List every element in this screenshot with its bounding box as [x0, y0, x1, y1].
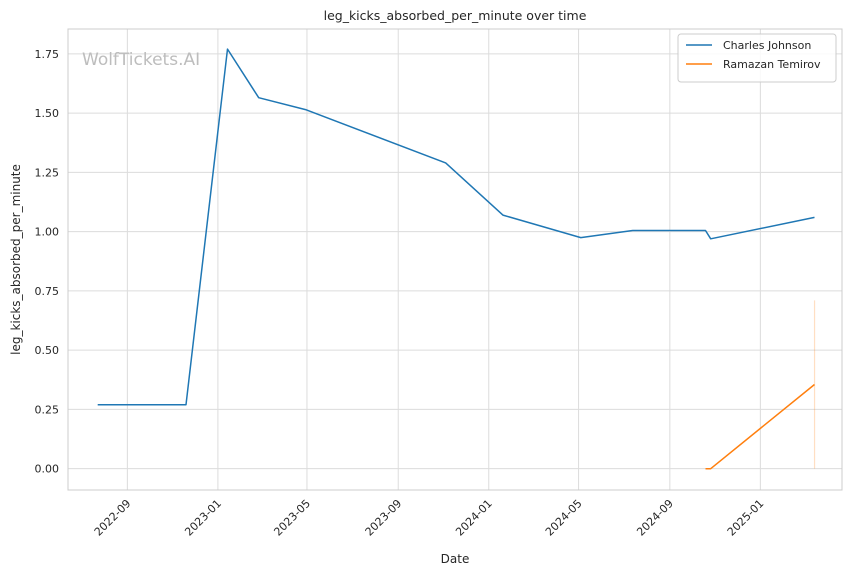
x-tick-label: 2023-05	[271, 497, 313, 539]
x-tick-label: 2023-01	[182, 497, 224, 539]
x-tick-label: 2023-09	[363, 497, 405, 539]
x-tick-label: 2024-01	[453, 497, 495, 539]
y-tick-label: 0.25	[35, 403, 60, 416]
y-tick-label: 1.75	[35, 48, 60, 61]
plot-frame	[67, 28, 843, 491]
legend-box	[677, 33, 837, 83]
series-line	[705, 383, 815, 470]
y-tick-label: 1.50	[35, 107, 60, 120]
x-axis-label: Date	[441, 552, 470, 566]
y-tick-label: 0.00	[35, 463, 60, 476]
y-axis-label: leg_kicks_absorbed_per_minute	[9, 164, 23, 355]
legend: Charles Johnson Ramazan Temirov	[677, 33, 837, 83]
series-lines	[97, 48, 815, 470]
legend-label: Charles Johnson	[723, 39, 811, 52]
y-tick-label: 0.75	[35, 285, 60, 298]
y-tick-label: 0.50	[35, 344, 60, 357]
x-tick-label: 2022-09	[92, 497, 134, 539]
chart-title: leg_kicks_absorbed_per_minute over time	[324, 8, 587, 23]
legend-label: Ramazan Temirov	[723, 58, 821, 71]
y-tick-label: 1.00	[35, 226, 60, 239]
series-line	[97, 48, 815, 406]
watermark: WolfTickets.AI	[82, 50, 200, 70]
grid-lines	[68, 29, 842, 490]
x-tick-label: 2025-01	[725, 497, 767, 539]
x-tick-label: 2024-09	[634, 497, 676, 539]
y-axis-ticks: 0.00 0.25 0.50 0.75 1.00 1.25 1.50 1.75	[35, 48, 60, 476]
x-tick-label: 2024-05	[543, 497, 585, 539]
y-tick-label: 1.25	[35, 166, 60, 179]
x-axis-ticks: 2022-09 2023-01 2023-05 2023-09 2024-01 2024-…	[92, 497, 767, 539]
